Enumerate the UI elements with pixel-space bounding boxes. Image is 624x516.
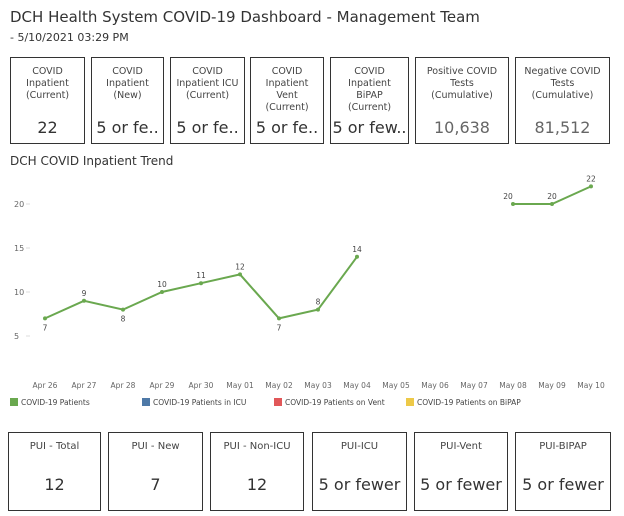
data-label: 8 xyxy=(121,315,126,324)
pui-value: 7 xyxy=(150,475,161,494)
kpi-card: Positive COVID Tests (Cumulative) 10,638 xyxy=(415,57,509,144)
data-label: 7 xyxy=(43,323,48,332)
kpi-label: COVID Inpatient BiPAP (Current) xyxy=(347,66,392,113)
data-label: 9 xyxy=(82,289,87,298)
pui-card: PUI-BIPAP 5 or fewer xyxy=(515,432,611,511)
chart-title: DCH COVID Inpatient Trend xyxy=(10,154,173,168)
point xyxy=(277,316,281,321)
legend-label: COVID-19 Patients in ICU xyxy=(153,398,246,407)
point xyxy=(355,254,359,259)
pui-card: PUI-Vent 5 or fewer xyxy=(414,432,508,511)
kpi-card: Negative COVID Tests (Cumulative) 81,512 xyxy=(515,57,610,144)
data-label: 7 xyxy=(277,323,282,332)
point xyxy=(511,202,515,206)
legend-label: COVID-19 Patients xyxy=(21,398,90,407)
data-label: 20 xyxy=(503,192,513,201)
point xyxy=(238,272,242,277)
point xyxy=(199,281,203,286)
point xyxy=(121,307,125,312)
kpi-label: Positive COVID Tests (Cumulative) xyxy=(426,66,498,101)
data-label: 10 xyxy=(157,280,167,289)
kpi-value: 10,638 xyxy=(434,118,490,137)
kpi-label: Negative COVID Tests (Cumulative) xyxy=(524,66,601,101)
kpi-value: 81,512 xyxy=(534,118,591,137)
y-tick-label: 20 xyxy=(14,200,24,209)
pui-label: PUI-BIPAP xyxy=(539,441,587,452)
pui-label: PUI - Total xyxy=(29,441,80,452)
y-tick-label: 10 xyxy=(14,288,24,297)
kpi-value: 5 or fe.. xyxy=(255,118,319,137)
pui-value: 12 xyxy=(44,475,65,494)
point xyxy=(589,184,593,189)
x-tick-label: May 03 xyxy=(304,381,332,390)
kpi-card: COVID Inpatient (New) 5 or fe.. xyxy=(91,57,164,144)
data-label: 14 xyxy=(352,245,362,254)
x-tick-label: May 10 xyxy=(577,381,605,390)
data-label: 20 xyxy=(547,192,557,201)
pui-card: PUI - Total 12 xyxy=(8,432,101,511)
x-tick-label: Apr 28 xyxy=(111,381,136,390)
kpi-card: COVID Inpatient ICU (Current) 5 or fe.. xyxy=(170,57,245,144)
pui-card: PUI - New 7 xyxy=(108,432,203,511)
x-tick-label: May 09 xyxy=(538,381,566,390)
x-tick-label: Apr 27 xyxy=(72,381,97,390)
x-tick-label: Apr 29 xyxy=(150,381,175,390)
legend-swatch xyxy=(10,398,18,406)
x-tick-label: May 05 xyxy=(382,381,410,390)
data-label: 8 xyxy=(316,298,321,307)
kpi-card: COVID Inpatient BiPAP (Current) 5 or few.… xyxy=(330,57,409,144)
x-tick-label: May 07 xyxy=(460,381,488,390)
kpi-value: 22 xyxy=(37,118,58,137)
pui-value: 12 xyxy=(246,475,268,494)
y-tick-label: 15 xyxy=(14,244,24,253)
pui-card: PUI-ICU 5 or fewer xyxy=(312,432,407,511)
kpi-value: 5 or fe.. xyxy=(96,118,159,137)
x-tick-label: Apr 26 xyxy=(33,381,58,390)
point xyxy=(82,298,86,303)
kpi-label: COVID Inpatient (Current) xyxy=(25,66,70,101)
legend-swatch xyxy=(406,398,414,406)
chart: DCH COVID Inpatient Trend 5 10 15 20 Apr 26 A… xyxy=(10,154,605,407)
x-tick-label: May 04 xyxy=(343,381,371,390)
pui-value: 5 or fewer xyxy=(318,475,401,494)
point xyxy=(550,202,554,206)
x-tick-label: May 02 xyxy=(265,381,293,390)
x-tick-label: May 08 xyxy=(499,381,527,390)
pui-label: PUI - Non-ICU xyxy=(223,441,291,452)
pui-value: 5 or fewer xyxy=(420,475,502,494)
kpi-label: COVID Inpatient (New) xyxy=(106,66,149,101)
kpi-value: 5 or fe.. xyxy=(176,118,239,137)
x-tick-label: May 01 xyxy=(226,381,254,390)
kpi-card: COVID Inpatient Vent (Current) 5 or fe.. xyxy=(250,57,324,144)
kpi-value: 5 or few.. xyxy=(332,118,407,137)
pui-label: PUI-ICU xyxy=(340,441,379,452)
title: DCH Health System COVID-19 Dashboard - M… xyxy=(10,8,480,26)
pui-value: 5 or fewer xyxy=(522,475,604,494)
legend-label: COVID-19 Patients on Vent xyxy=(285,398,385,407)
point xyxy=(160,290,164,294)
data-label: 22 xyxy=(586,174,596,183)
data-label: 12 xyxy=(235,262,245,271)
x-tick-label: Apr 30 xyxy=(189,381,214,390)
pui-card: PUI - Non-ICU 12 xyxy=(210,432,304,511)
x-tick-label: May 06 xyxy=(421,381,449,390)
data-label: 11 xyxy=(196,271,206,280)
y-tick-label: 5 xyxy=(14,332,19,341)
point xyxy=(43,316,47,321)
point xyxy=(316,307,320,312)
kpi-label: COVID Inpatient ICU (Current) xyxy=(176,66,239,101)
legend-swatch xyxy=(142,398,150,406)
kpi-label: COVID Inpatient Vent (Current) xyxy=(265,66,309,113)
subtitle: - 5/10/2021 03:29 PM xyxy=(10,31,129,44)
legend-swatch xyxy=(274,398,282,406)
kpi-card: COVID Inpatient (Current) 22 xyxy=(10,57,85,144)
pui-label: PUI - New xyxy=(131,441,180,452)
pui-label: PUI-Vent xyxy=(440,441,482,452)
legend-label: COVID-19 Patients on BiPAP xyxy=(417,398,521,407)
